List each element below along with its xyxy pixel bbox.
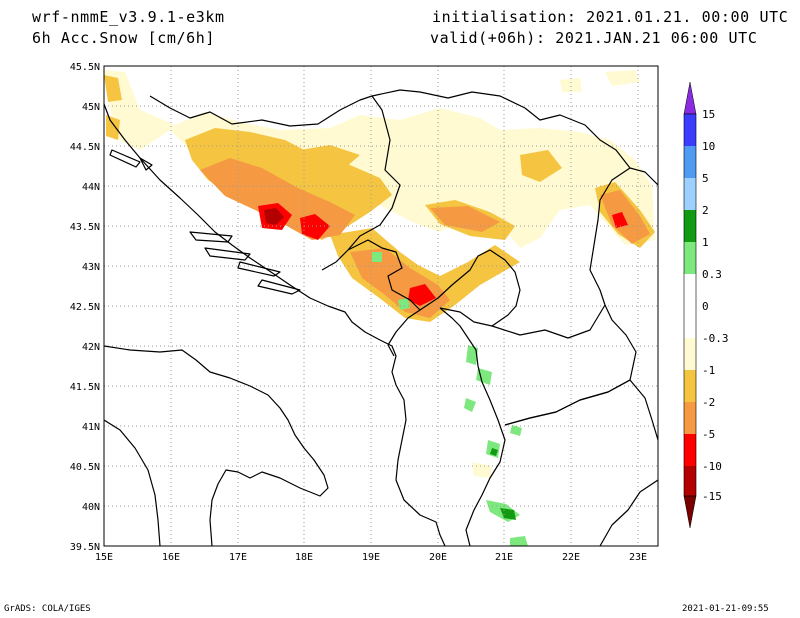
lat-label: 42N	[82, 342, 100, 353]
island-5	[237, 261, 281, 277]
colorbar-label: 0	[702, 300, 709, 313]
border-serbia-bulgaria	[589, 167, 631, 306]
lat-label: 39.5N	[70, 542, 100, 553]
lon-label: 22E	[562, 552, 580, 563]
colorbar-label: 0.3	[702, 268, 722, 281]
border-serbia-hungary	[371, 89, 526, 109]
lon-label: 18E	[295, 552, 313, 563]
island-4	[204, 247, 251, 261]
lon-label: 16E	[162, 552, 180, 563]
colorbar-label: -15	[702, 490, 722, 503]
latitude-labels: 45.5N 45N 44.5N 44N 43.5N 43N 42.5N 42N …	[70, 62, 100, 553]
border-montenegro	[347, 239, 421, 346]
colorbar-swatch	[684, 338, 696, 370]
snow-shading	[104, 70, 655, 546]
greece-coast	[599, 479, 658, 546]
lat-label: 42.5N	[70, 302, 100, 313]
colorbar-swatch	[684, 178, 696, 210]
colorbar-label: -5	[702, 428, 715, 441]
snow-darkred	[264, 208, 284, 225]
colorbar-swatch	[684, 370, 696, 402]
colorbar-label: 10	[702, 140, 715, 153]
lat-label: 43N	[82, 262, 100, 273]
island-6	[257, 279, 301, 295]
colorbar-label: -1	[702, 364, 715, 377]
colorbar-bottom-arrow	[683, 495, 697, 529]
colorbar-swatch	[684, 466, 696, 496]
colorbar-swatch	[684, 242, 696, 274]
colorbar-swatch	[684, 402, 696, 434]
lat-label: 43.5N	[70, 222, 100, 233]
colorbar-outline	[683, 113, 697, 497]
snow-light-yellow	[104, 70, 655, 478]
lat-label: 45.5N	[70, 62, 100, 73]
map-gridlines	[104, 66, 658, 546]
lat-label: 41.5N	[70, 382, 100, 393]
valid-time: valid(+06h): 2021.JAN.21 06:00 UTC	[430, 29, 758, 47]
colorbar-label: 15	[702, 108, 715, 121]
italy-coast-south	[104, 419, 161, 546]
colorbar-label: 2	[702, 204, 709, 217]
border-montenegro-coast	[387, 344, 395, 357]
lat-label: 40N	[82, 502, 100, 513]
init-time: initialisation: 2021.01.21. 00:00 UTC	[432, 8, 789, 26]
lat-label: 40.5N	[70, 462, 100, 473]
lon-label: 21E	[495, 552, 513, 563]
border-albania	[439, 307, 506, 546]
colorbar-swatch	[684, 274, 696, 338]
colorbar-label: -2	[702, 396, 715, 409]
longitude-labels: 15E 16E 17E 18E 19E 20E 21E 22E 23E	[95, 552, 647, 563]
lat-label: 45N	[82, 102, 100, 113]
border-greece	[504, 379, 658, 441]
map-frame	[103, 65, 659, 547]
island-3	[189, 231, 233, 243]
island-2	[109, 149, 141, 168]
colorbar-label: -10	[702, 460, 722, 473]
colorbar-label: 1	[702, 236, 709, 249]
border-serbia-romania	[524, 107, 658, 186]
lon-label: 15E	[95, 552, 113, 563]
colorbar-label: -0.3	[702, 332, 729, 345]
coastlines-borders	[104, 89, 658, 546]
lon-label: 20E	[429, 552, 447, 563]
lon-label: 19E	[362, 552, 380, 563]
colorbar-swatch	[684, 146, 696, 178]
lat-label: 44N	[82, 182, 100, 193]
border-kosovo	[419, 249, 521, 327]
lat-label: 41N	[82, 422, 100, 433]
variable-title: 6h Acc.Snow [cm/6h]	[32, 29, 215, 47]
island-1	[139, 157, 153, 171]
colorbar-top-arrow	[683, 81, 697, 115]
lat-label: 44.5N	[70, 142, 100, 153]
colorbar-swatch	[684, 434, 696, 466]
italy-coast	[104, 345, 329, 546]
lon-label: 17E	[229, 552, 247, 563]
render-timestamp: 2021-01-21-09:55	[682, 604, 769, 614]
colorbar-label: 5	[702, 172, 709, 185]
model-title: wrf-nmmE_v3.9.1-e3km	[32, 8, 225, 26]
adriatic-coast-east	[104, 103, 446, 546]
colorbar-swatch	[684, 114, 696, 146]
colorbar: 15 10 5 2 1 0.3 0 -0.3 -1 -2 -5 -10 -15	[683, 81, 729, 529]
colorbar-swatch	[684, 210, 696, 242]
grads-credit: GrADS: COLA/IGES	[4, 604, 91, 614]
lon-label: 23E	[629, 552, 647, 563]
